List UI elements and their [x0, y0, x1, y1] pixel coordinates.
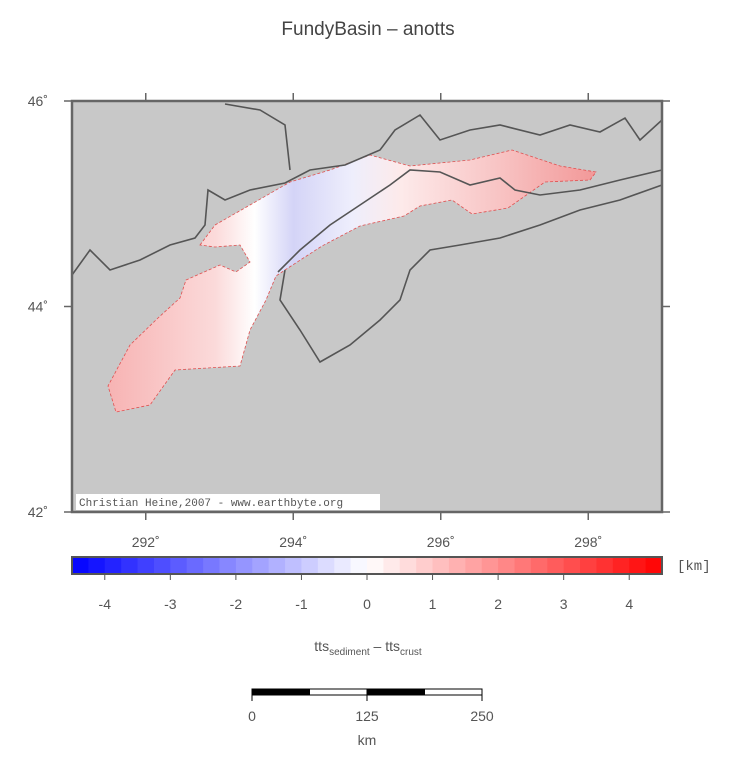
colorbar-cell — [563, 557, 581, 574]
colorbar-cell — [153, 557, 171, 574]
colorbar-cell — [104, 557, 122, 574]
scalebar-tick-label: 0 — [248, 708, 256, 724]
colorbar-cell — [137, 557, 155, 574]
colorbar-cell — [121, 557, 139, 574]
colorbar-tick-label: 0 — [363, 596, 371, 612]
colorbar-cell — [481, 557, 499, 574]
colorbar-unit: [km] — [677, 559, 711, 575]
colorbar-cell — [367, 557, 384, 574]
basin-field — [107, 149, 597, 413]
colorbar-cell — [350, 557, 368, 574]
colorbar-cell — [72, 557, 89, 574]
colorbar-cell — [645, 557, 663, 574]
colorbar-cell — [498, 557, 515, 574]
colorbar-cell — [186, 557, 204, 574]
colorbar-cell — [383, 557, 401, 574]
colorbar-cell — [399, 557, 417, 574]
lon-tick-label: 292˚ — [132, 534, 160, 550]
scalebar-tick-label: 125 — [355, 708, 379, 724]
colorbar-cell — [432, 557, 450, 574]
colorbar-cell — [285, 557, 302, 574]
colorbar-cell — [465, 557, 483, 574]
coastlines — [71, 103, 663, 364]
colorbar-cell — [629, 557, 647, 574]
colorbar-cell — [219, 557, 237, 574]
lat-tick-label: 42˚ — [28, 504, 48, 520]
credit: Christian Heine,2007 - www.earthbyte.org — [79, 498, 343, 510]
colorbar-cell — [448, 557, 466, 574]
colorbar-tick-label: -4 — [99, 596, 112, 612]
colorbar-cell — [547, 557, 565, 574]
colorbar-tick-label: -2 — [230, 596, 243, 612]
colorbar-tick-label: 3 — [560, 596, 568, 612]
colorbar-cell — [268, 557, 286, 574]
colorbar-tick-label: -3 — [164, 596, 177, 612]
colorbar-cell — [301, 557, 319, 574]
scalebar-unit: km — [358, 732, 377, 748]
colorbar — [72, 557, 663, 574]
lon-tick-label: 294˚ — [279, 534, 307, 550]
colorbar-tick-label: -1 — [295, 596, 308, 612]
colorbar-cell — [416, 557, 434, 574]
lat-tick-label: 46˚ — [28, 93, 48, 109]
colorbar-cell — [530, 557, 548, 574]
colorbar-cell — [612, 557, 630, 574]
colorbar-tick-label: 2 — [494, 596, 502, 612]
colorbar-cell — [252, 557, 270, 574]
colorbar-cell — [235, 557, 253, 574]
lat-tick-label: 44˚ — [28, 299, 48, 315]
lon-tick-label: 296˚ — [427, 534, 455, 550]
colorbar-cell — [203, 557, 220, 574]
colorbar-tick-label: 1 — [429, 596, 437, 612]
scalebar-tick-label: 250 — [470, 708, 494, 724]
colorbar-cell — [334, 557, 352, 574]
credit-box — [76, 494, 380, 510]
colorbar-tick-label: 4 — [625, 596, 633, 612]
map-title: FundyBasin – anotts — [281, 19, 454, 40]
colorbar-cell — [170, 557, 188, 574]
colorbar-cell — [317, 557, 335, 574]
colorbar-cell — [596, 557, 614, 574]
colorbar-cell — [580, 557, 597, 574]
lon-tick-label: 298˚ — [574, 534, 602, 550]
colorbar-label: ttssediment – ttscrust — [314, 638, 422, 658]
colorbar-cell — [88, 557, 106, 574]
colorbar-cell — [514, 557, 532, 574]
scalebar — [251, 688, 483, 696]
